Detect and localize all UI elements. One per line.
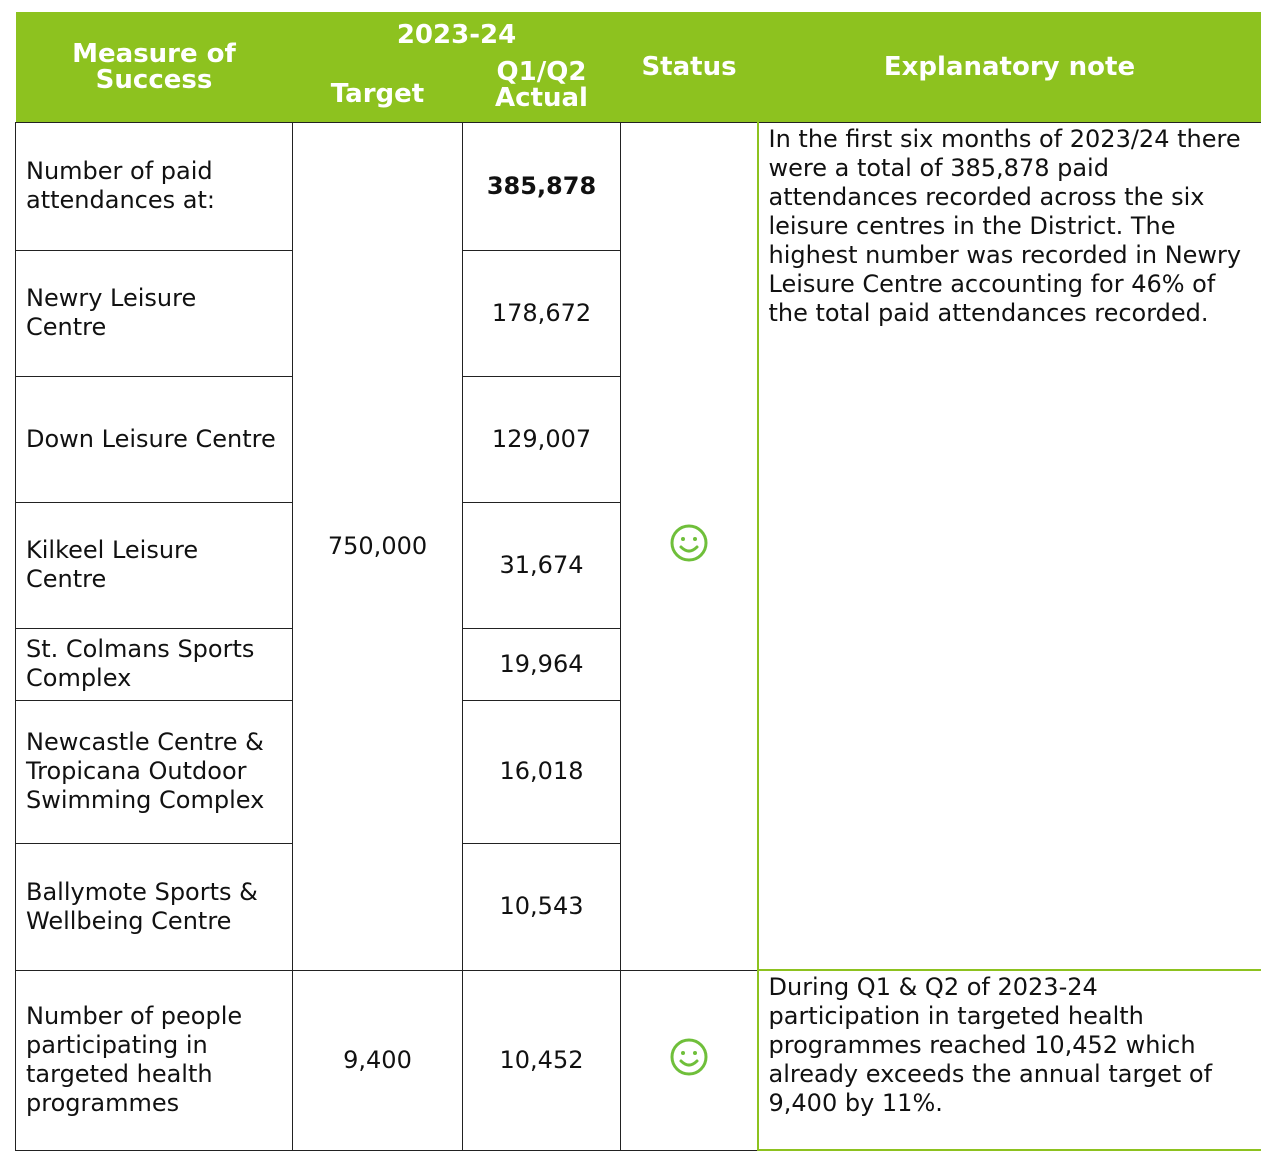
table-row: Number of people participating in target…: [16, 970, 1261, 1150]
measure-cell: Kilkeel Leisure Centre: [16, 502, 293, 628]
smiley-icon: [669, 523, 709, 563]
target-cell: 9,400: [293, 970, 463, 1150]
note-cell: In the first six months of 2023/24 there…: [758, 122, 1261, 970]
header-note: Explanatory note: [758, 12, 1261, 122]
status-cell: [621, 122, 758, 970]
smiley-icon: [669, 1037, 709, 1077]
measure-cell: Ballymote Sports & Wellbeing Centre: [16, 843, 293, 970]
actual-cell: 178,672: [463, 250, 621, 376]
header-actual: Q1/Q2 Actual: [463, 48, 621, 122]
header-target: Target: [293, 48, 463, 122]
status-cell: [621, 970, 758, 1150]
measure-cell: Newcastle Centre & Tropicana Outdoor Swi…: [16, 700, 293, 843]
actual-cell: 10,452: [463, 970, 621, 1150]
header-year: 2023-24: [293, 12, 621, 48]
performance-table: Measure of Success 2023-24 Status Explan…: [15, 12, 1261, 1151]
table-header: Measure of Success 2023-24 Status Explan…: [16, 12, 1261, 122]
actual-cell: 385,878: [463, 122, 621, 250]
actual-cell: 19,964: [463, 628, 621, 700]
note-cell: During Q1 & Q2 of 2023-24 participation …: [758, 970, 1261, 1150]
measure-cell: Newry Leisure Centre: [16, 250, 293, 376]
measure-cell: Down Leisure Centre: [16, 376, 293, 502]
header-status: Status: [621, 12, 758, 122]
actual-cell: 10,543: [463, 843, 621, 970]
actual-cell: 129,007: [463, 376, 621, 502]
actual-cell: 31,674: [463, 502, 621, 628]
header-measure: Measure of Success: [16, 12, 293, 122]
actual-cell: 16,018: [463, 700, 621, 843]
measure-cell: St. Colmans Sports Complex: [16, 628, 293, 700]
measure-cell: Number of paid attendances at:: [16, 122, 293, 250]
measure-cell: Number of people participating in target…: [16, 970, 293, 1150]
target-cell: 750,000: [293, 122, 463, 970]
